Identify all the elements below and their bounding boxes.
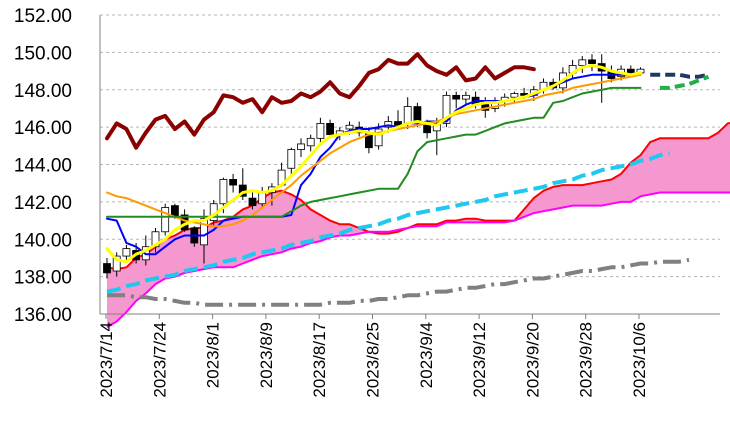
candle-body — [161, 207, 170, 233]
candle-body — [112, 255, 121, 272]
candle-body — [326, 122, 335, 135]
candle-body — [248, 197, 257, 207]
y-tick-label: 146.00 — [14, 118, 72, 139]
candle-body — [403, 106, 412, 124]
y-tick-label: 136.00 — [14, 305, 72, 326]
leading-span-a-line — [106, 121, 730, 271]
candle-body — [578, 59, 587, 66]
candle-body — [461, 94, 470, 100]
x-tick-label: 2023/8/25 — [364, 322, 383, 398]
series-line-mid_ma — [106, 86, 642, 218]
candle-body — [122, 248, 131, 257]
candle-body — [306, 137, 315, 147]
candle-body — [374, 128, 383, 147]
y-tick-label: 140.00 — [14, 230, 72, 251]
candle-body — [297, 143, 305, 150]
series-line-lagging — [105, 52, 536, 150]
x-tick-label: 2023/9/20 — [523, 322, 542, 398]
y-tick-label: 148.00 — [14, 81, 72, 102]
candle-body — [394, 121, 402, 126]
y-tick-label: 142.00 — [14, 193, 72, 214]
candle-body — [219, 179, 228, 205]
series-line-forecast_green — [659, 74, 710, 90]
candle-body — [432, 122, 441, 132]
x-tick-label: 2023/8/17 — [310, 322, 329, 398]
candle-body — [626, 68, 635, 74]
x-tick-label: 2023/10/6 — [630, 322, 649, 398]
candle-body — [316, 122, 325, 139]
indicator-lines-front — [105, 52, 710, 264]
candle-body — [452, 94, 461, 100]
x-tick-label: 2023/9/12 — [470, 322, 489, 398]
candle-body — [413, 106, 422, 122]
x-tick-label: 2023/7/14 — [97, 322, 116, 398]
x-tick-label: 2023/8/1 — [204, 322, 223, 388]
indicator-lines-back — [106, 151, 690, 307]
x-tick-label: 2023/9/4 — [417, 322, 436, 388]
candle-body — [103, 263, 111, 274]
candle-body — [287, 149, 296, 169]
candle-body — [258, 192, 267, 205]
y-axis: 136.00 138.00 140.00 142.00 144.00 146.00 148.… — [14, 6, 101, 326]
series-line-short_ma — [105, 64, 642, 264]
y-tick-label: 144.00 — [14, 156, 72, 177]
candle-body — [588, 59, 596, 64]
candle-body — [345, 124, 354, 130]
y-tick-label: 138.00 — [14, 268, 72, 289]
x-tick-label: 2023/8/9 — [257, 322, 276, 388]
series-line-forecast_navy — [650, 72, 709, 79]
x-axis: 2023/7/14 2023/7/24 2023/8/1 2023/8/9 2023/8… — [97, 313, 720, 398]
y-tick-label: 152.00 — [14, 6, 72, 27]
candle-body — [151, 231, 160, 248]
candle-body — [200, 218, 208, 246]
x-tick-label: 2023/7/24 — [150, 322, 169, 398]
x-tick-label: 2023/9/28 — [577, 322, 596, 398]
candle-body — [442, 94, 451, 124]
series-line-forecast — [106, 151, 670, 294]
candle-body — [510, 93, 519, 98]
candle-body — [229, 179, 238, 186]
y-tick-label: 150.00 — [14, 43, 72, 64]
